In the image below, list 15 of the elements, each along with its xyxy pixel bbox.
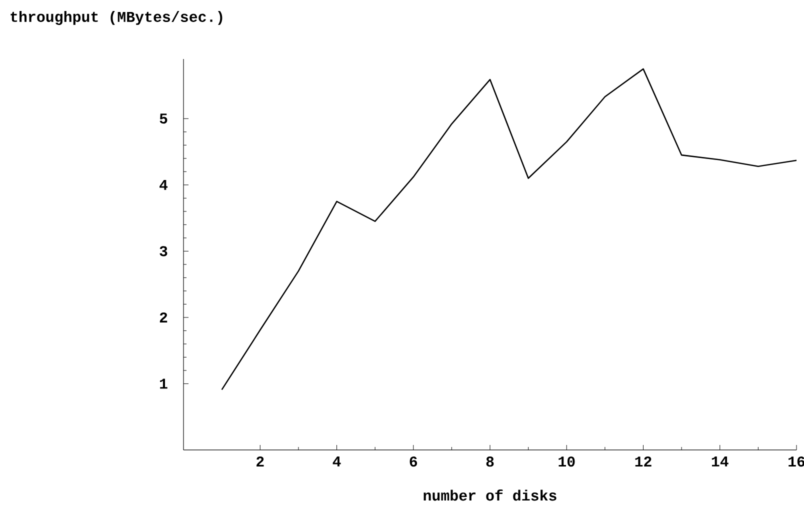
x-axis-title: number of disks [424,490,556,501]
y-axis-title: throughput (MBytes/sec.) [10,10,222,25]
x-tick-label: 4 [332,456,341,466]
x-tick-label: 2 [256,456,264,466]
y-tick-label: 1 [160,378,168,389]
y-tick-label: 5 [160,114,168,124]
x-tick-label: 6 [410,456,418,467]
x-tick-label: 12 [635,456,652,466]
x-tick-label: 14 [712,456,728,466]
x-tick-label: 8 [486,456,494,467]
line-series [221,68,798,390]
y-tick-label: 4 [160,180,168,190]
y-tick-label: 2 [160,312,168,322]
x-tick-label: 10 [558,456,575,467]
y-tick-label: 3 [160,246,168,256]
